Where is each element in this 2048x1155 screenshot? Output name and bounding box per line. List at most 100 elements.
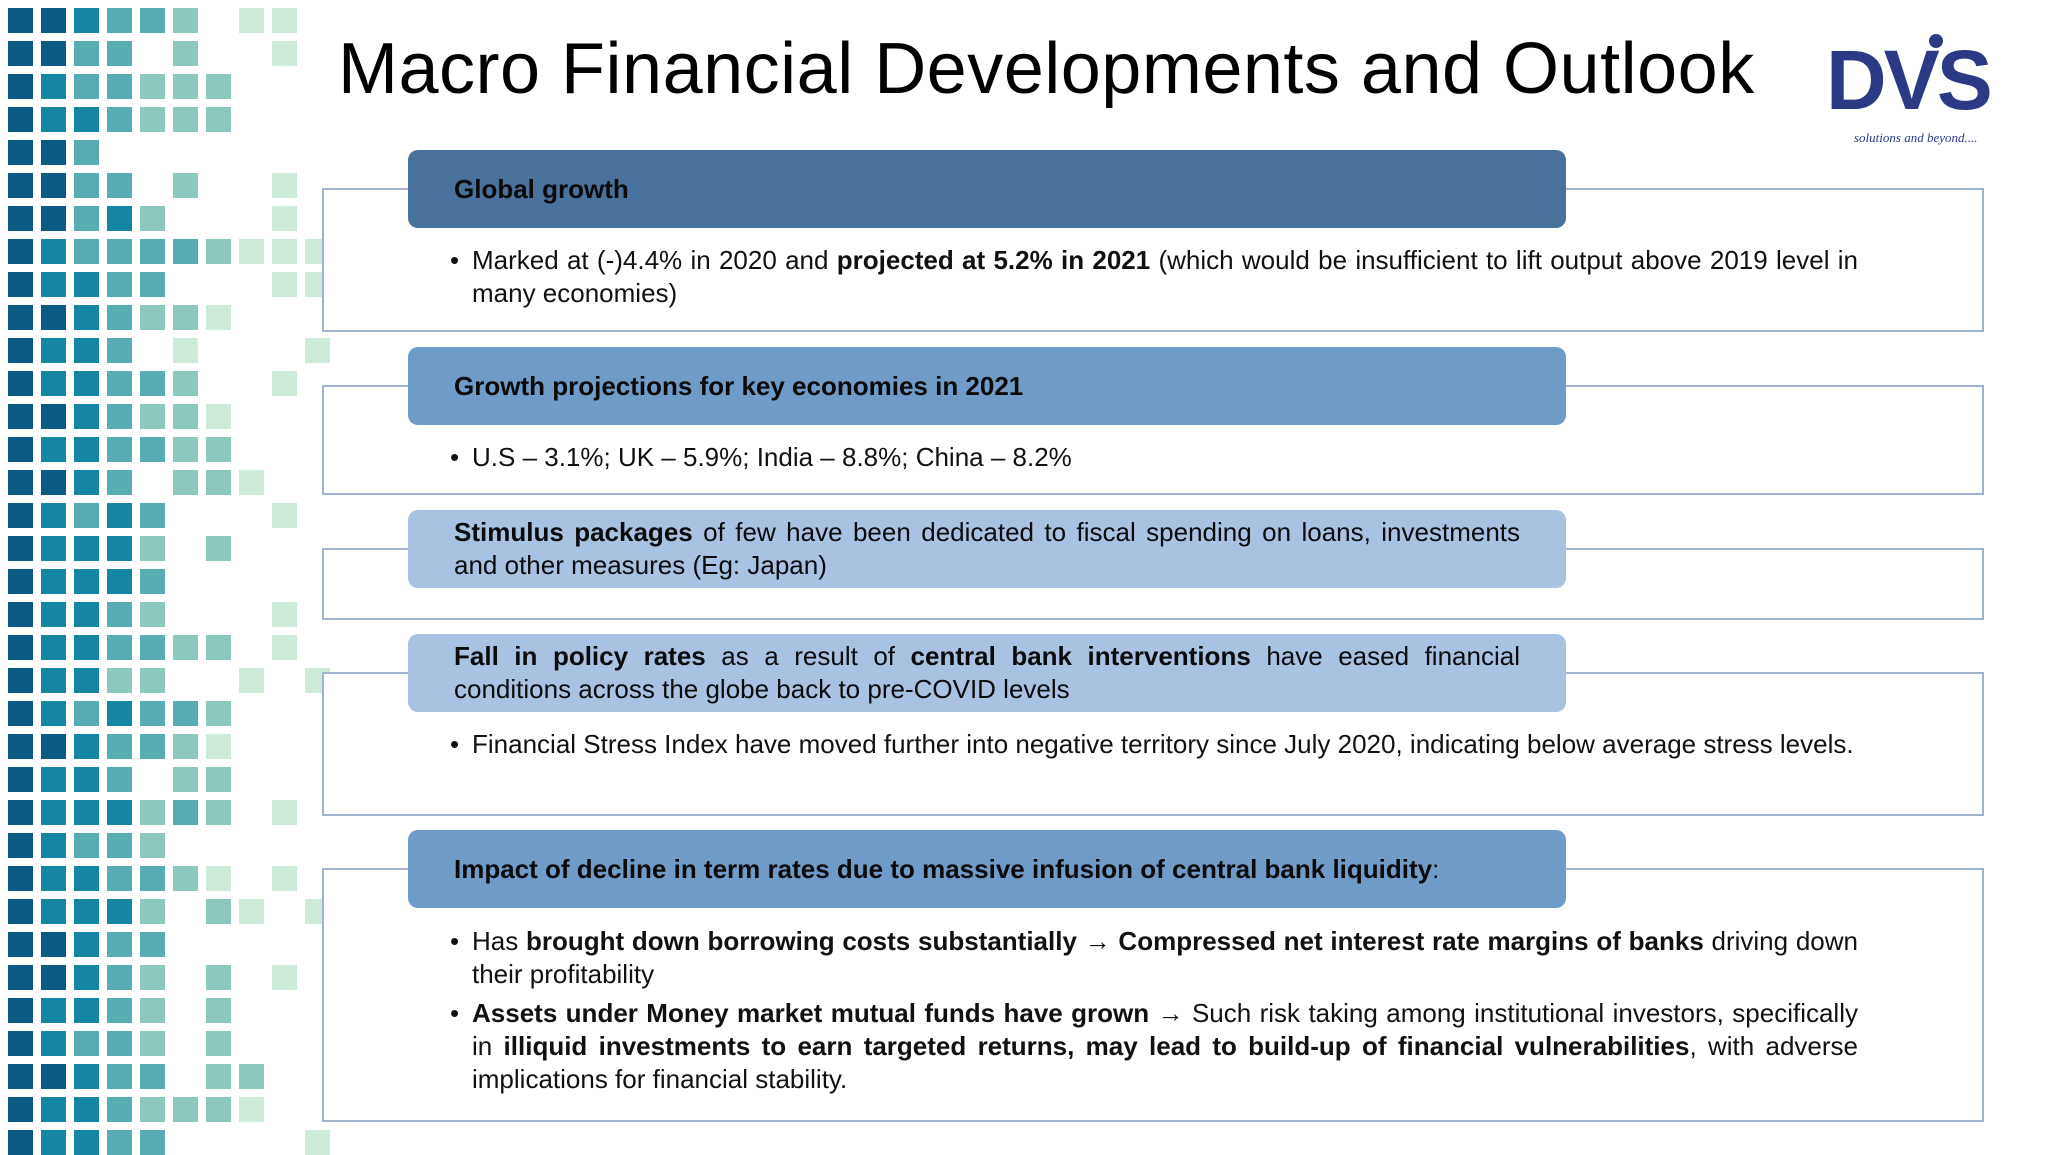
mosaic-tile: [206, 1064, 231, 1089]
mosaic-tile: [41, 74, 66, 99]
section-global-growth-bullets: Marked at (-)4.4% in 2020 and projected …: [450, 244, 1858, 316]
mosaic-tile: [206, 635, 231, 660]
mosaic-tile: [8, 1064, 33, 1089]
mosaic-tile: [74, 767, 99, 792]
mosaic-tile: [41, 998, 66, 1023]
mosaic-tile: [173, 767, 198, 792]
bullet-bold-text: Compressed net interest rate margins of …: [1118, 926, 1704, 956]
mosaic-tile: [74, 536, 99, 561]
mosaic-tile: [107, 1097, 132, 1122]
mosaic-tile: [74, 470, 99, 495]
mosaic-tile: [272, 371, 297, 396]
mosaic-tile: [41, 635, 66, 660]
mosaic-tile: [239, 1097, 264, 1122]
mosaic-tile: [140, 1064, 165, 1089]
mosaic-tile: [173, 635, 198, 660]
mosaic-tile: [74, 932, 99, 957]
mosaic-tile: [74, 8, 99, 33]
mosaic-tile: [107, 899, 132, 924]
mosaic-tile: [173, 239, 198, 264]
mosaic-tile: [107, 173, 132, 198]
mosaic-tile: [140, 701, 165, 726]
mosaic-tile: [41, 140, 66, 165]
mosaic-tile: [41, 470, 66, 495]
mosaic-tile: [41, 602, 66, 627]
mosaic-tile: [173, 371, 198, 396]
mosaic-tile: [8, 41, 33, 66]
mosaic-tile: [239, 470, 264, 495]
mosaic-tile: [140, 800, 165, 825]
mosaic-tile: [140, 8, 165, 33]
mosaic-tile: [206, 800, 231, 825]
mosaic-tile: [107, 74, 132, 99]
mosaic-tile: [8, 833, 33, 858]
mosaic-tile: [8, 668, 33, 693]
mosaic-tile: [107, 569, 132, 594]
mosaic-tile: [74, 305, 99, 330]
heading-text: have eased financial conditions across t…: [454, 641, 1520, 704]
mosaic-tile: [74, 1097, 99, 1122]
mosaic-tile: [107, 404, 132, 429]
mosaic-tile: [206, 1031, 231, 1056]
heading-bold-text: central bank interventions: [910, 641, 1251, 671]
mosaic-tile: [74, 1130, 99, 1155]
mosaic-tile: [239, 8, 264, 33]
mosaic-tile: [107, 734, 132, 759]
mosaic-tile: [74, 866, 99, 891]
mosaic-tile: [41, 1031, 66, 1056]
mosaic-tile: [74, 404, 99, 429]
section-heading: Growth projections for key economies in …: [454, 370, 1024, 401]
mosaic-tile: [41, 8, 66, 33]
mosaic-tile: [8, 470, 33, 495]
mosaic-tile: [140, 74, 165, 99]
bullet-text: , with adverse implications for financia…: [472, 1031, 1859, 1094]
mosaic-tile: [8, 1130, 33, 1155]
mosaic-tile: [107, 206, 132, 231]
mosaic-tile: [8, 140, 33, 165]
mosaic-tile: [41, 1097, 66, 1122]
section-term-rates-header: Impact of decline in term rates due to m…: [408, 830, 1566, 908]
mosaic-tile: [173, 74, 198, 99]
mosaic-tile: [8, 998, 33, 1023]
mosaic-tile: [206, 1097, 231, 1122]
mosaic-tile: [239, 1064, 264, 1089]
mosaic-tile: [206, 701, 231, 726]
mosaic-tile: [74, 437, 99, 462]
mosaic-tile: [8, 899, 33, 924]
bullet-item: Has brought down borrowing costs substan…: [450, 925, 1858, 991]
bullet-bold-text: illiquid investments to earn targeted re…: [503, 1031, 1690, 1061]
mosaic-tile: [41, 734, 66, 759]
mosaic-tile: [107, 965, 132, 990]
mosaic-tile: [8, 74, 33, 99]
mosaic-tile: [206, 107, 231, 132]
mosaic-tile: [8, 800, 33, 825]
mosaic-tile: [74, 206, 99, 231]
mosaic-tile: [74, 41, 99, 66]
mosaic-tile: [239, 668, 264, 693]
mosaic-tile: [140, 998, 165, 1023]
mosaic-tile: [41, 437, 66, 462]
mosaic-tile: [206, 965, 231, 990]
mosaic-tile: [41, 767, 66, 792]
mosaic-tile: [41, 701, 66, 726]
mosaic-tile: [206, 998, 231, 1023]
heading-bold-text: Impact of decline in term rates due to m…: [454, 853, 1433, 884]
mosaic-tile: [140, 437, 165, 462]
mosaic-tile: [272, 635, 297, 660]
mosaic-tile: [305, 1130, 330, 1155]
mosaic-tile: [206, 899, 231, 924]
mosaic-tile: [41, 404, 66, 429]
section-policy-rates-bullets: Financial Stress Index have moved furthe…: [450, 728, 1858, 767]
mosaic-tile: [107, 767, 132, 792]
mosaic-tile: [173, 734, 198, 759]
mosaic-tile: [140, 305, 165, 330]
mosaic-tile: [140, 1031, 165, 1056]
mosaic-tile: [41, 338, 66, 363]
mosaic-tile: [173, 338, 198, 363]
mosaic-tile: [8, 767, 33, 792]
bullet-text: → Such risk taking among institutional i…: [472, 998, 1858, 1061]
mosaic-tile: [140, 965, 165, 990]
mosaic-tile: [41, 173, 66, 198]
mosaic-tile: [74, 371, 99, 396]
mosaic-tile: [74, 635, 99, 660]
